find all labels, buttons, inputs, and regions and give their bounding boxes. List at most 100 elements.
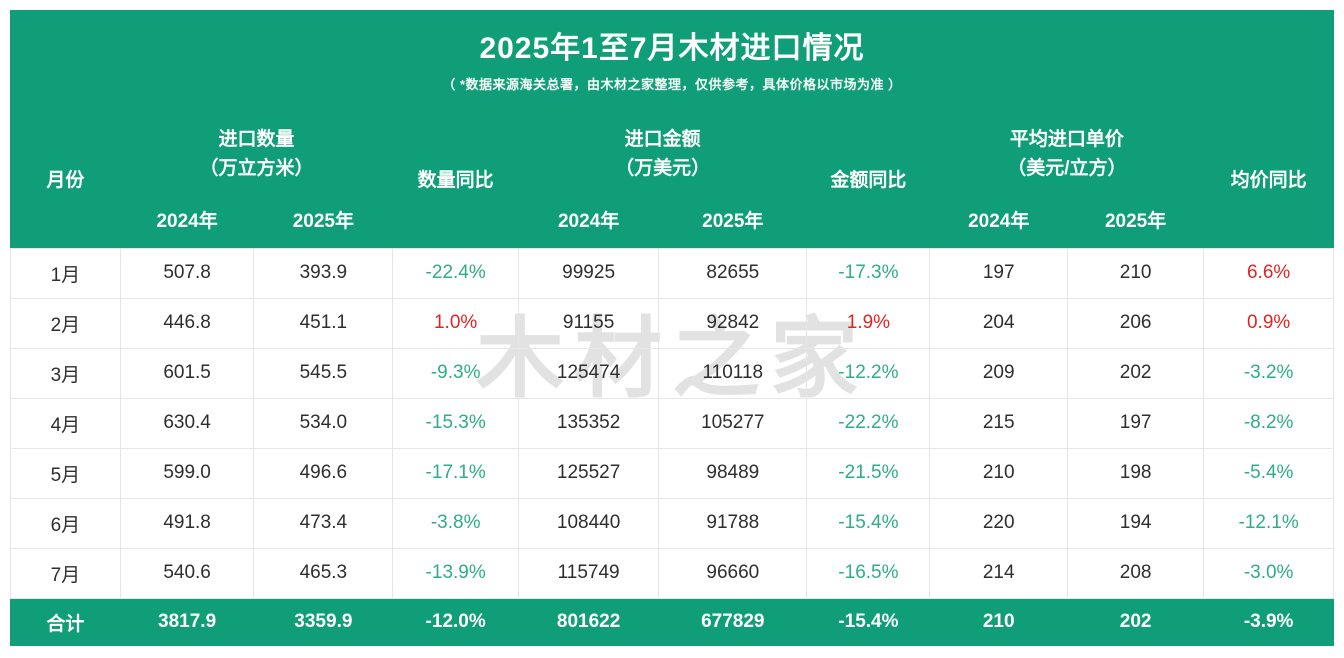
value-cell: 197 bbox=[1066, 397, 1205, 449]
value-cell: -13.9% bbox=[392, 547, 519, 599]
value-cell: 206 bbox=[1066, 297, 1205, 349]
table-footer: 合计 3817.9 3359.9 -12.0% 801622 677829 -15.4% 21… bbox=[10, 598, 1334, 646]
table-row: 2月 446.8 451.1 1.0% 91155 92842 1.9% 204 206 0.9% bbox=[10, 297, 1334, 349]
value-cell: 214 bbox=[929, 547, 1068, 599]
value-cell: 202 bbox=[1066, 347, 1205, 399]
value-cell: 540.6 bbox=[119, 547, 255, 599]
year-header-quantity-2024: 2024年 bbox=[156, 211, 218, 232]
value-cell: -22.2% bbox=[806, 397, 931, 449]
table-row: 5月 599.0 496.6 -17.1% 125527 98489 -21.5% 210 19… bbox=[10, 447, 1334, 499]
quantity-group-label: 进口数量 bbox=[218, 129, 295, 150]
amount-group-unit: （万美元） bbox=[615, 158, 711, 179]
group-header-row: 月份 进口数量 （万立方米） 数量同比 进口金额 （万美元） 金额同比 平均进口… bbox=[11, 110, 1334, 198]
table-row: 1月 507.8 393.9 -22.4% 99925 82655 -17.3% 197 210… bbox=[10, 247, 1334, 299]
value-cell: -21.5% bbox=[806, 447, 931, 499]
total-row: 合计 3817.9 3359.9 -12.0% 801622 677829 -15.4% 21… bbox=[10, 598, 1334, 646]
value-cell: 451.1 bbox=[253, 297, 394, 349]
value-cell: -15.4% bbox=[806, 598, 930, 646]
value-cell: 125527 bbox=[517, 447, 660, 499]
page-subtitle: （ *数据来源海关总署，由木材之家整理，仅供参考，具体价格以市场为准 ） bbox=[442, 77, 902, 92]
value-cell: -16.5% bbox=[806, 547, 931, 599]
month-cell: 2月 bbox=[10, 297, 121, 349]
month-cell: 7月 bbox=[10, 547, 121, 599]
value-cell: 491.8 bbox=[119, 497, 255, 549]
value-cell: 197 bbox=[929, 247, 1068, 299]
value-cell: 1.0% bbox=[392, 297, 519, 349]
value-cell: 125474 bbox=[517, 347, 660, 399]
value-cell: 91788 bbox=[658, 497, 808, 549]
value-cell: -3.2% bbox=[1203, 347, 1334, 399]
col-header-price-group: 平均进口单价 （美元/立方） bbox=[930, 110, 1204, 198]
month-cell: 5月 bbox=[10, 447, 121, 499]
value-cell: 545.5 bbox=[253, 347, 394, 399]
month-cell: 4月 bbox=[10, 397, 121, 449]
value-cell: 0.9% bbox=[1203, 297, 1334, 349]
year-header-quantity-2025: 2025年 bbox=[292, 211, 354, 232]
value-cell: 135352 bbox=[517, 397, 660, 449]
value-cell: 473.4 bbox=[253, 497, 394, 549]
report-card: 2025年1至7月木材进口情况 （ *数据来源海关总署，由木材之家整理，仅供参考… bbox=[10, 10, 1334, 646]
value-cell: -5.4% bbox=[1203, 447, 1334, 499]
value-cell: 92842 bbox=[658, 297, 808, 349]
col-header-price-yoy: 均价同比 bbox=[1230, 170, 1307, 192]
table-zone: 木材之家 月份 进口数量 （万立方米） 数量同比 进口金额 bbox=[10, 110, 1334, 646]
table-row: 7月 540.6 465.3 -13.9% 115749 96660 -16.5% 214 20… bbox=[10, 547, 1334, 599]
price-group-unit: （美元/立方） bbox=[1007, 158, 1127, 179]
table-row: 3月 601.5 545.5 -9.3% 125474 110118 -12.2% 209 20… bbox=[10, 347, 1334, 399]
value-cell: 82655 bbox=[658, 247, 808, 299]
quantity-group-unit: （万立方米） bbox=[199, 158, 314, 179]
value-cell: 601.5 bbox=[119, 347, 255, 399]
month-cell: 6月 bbox=[10, 497, 121, 549]
value-cell: 801622 bbox=[518, 598, 659, 646]
value-cell: -3.9% bbox=[1203, 598, 1334, 646]
col-header-quantity-group: 进口数量 （万立方米） bbox=[120, 110, 393, 198]
value-cell: 96660 bbox=[658, 547, 808, 599]
value-cell: 465.3 bbox=[253, 547, 394, 599]
value-cell: 534.0 bbox=[253, 397, 394, 449]
value-cell: 198 bbox=[1066, 447, 1205, 499]
value-cell: 3817.9 bbox=[120, 598, 254, 646]
value-cell: 110118 bbox=[658, 347, 808, 399]
year-header-price-2024: 2024年 bbox=[968, 211, 1030, 232]
price-group-label: 平均进口单价 bbox=[1009, 129, 1124, 150]
value-cell: 209 bbox=[929, 347, 1068, 399]
value-cell: -12.0% bbox=[392, 598, 519, 646]
year-header-amount-2025: 2025年 bbox=[702, 211, 764, 232]
value-cell: -12.2% bbox=[806, 347, 931, 399]
value-cell: 6.6% bbox=[1203, 247, 1334, 299]
value-cell: 220 bbox=[929, 497, 1068, 549]
year-header-price-2025: 2025年 bbox=[1104, 211, 1167, 232]
value-cell: 446.8 bbox=[119, 297, 255, 349]
month-cell: 3月 bbox=[10, 347, 121, 399]
import-data-table: 月份 进口数量 （万立方米） 数量同比 进口金额 （万美元） 金额同比 平均进口… bbox=[10, 110, 1334, 646]
value-cell: -12.1% bbox=[1203, 497, 1334, 549]
value-cell: 393.9 bbox=[253, 247, 394, 299]
value-cell: -15.4% bbox=[806, 497, 931, 549]
value-cell: -8.2% bbox=[1203, 397, 1334, 449]
value-cell: 210 bbox=[1066, 247, 1205, 299]
value-cell: -17.3% bbox=[806, 247, 931, 299]
value-cell: 98489 bbox=[658, 447, 808, 499]
col-header-month: 月份 bbox=[46, 170, 85, 192]
value-cell: 215 bbox=[929, 397, 1068, 449]
table-body: 1月 507.8 393.9 -22.4% 99925 82655 -17.3% 197 210… bbox=[10, 247, 1334, 599]
value-cell: 204 bbox=[929, 297, 1068, 349]
col-header-amount-yoy: 金额同比 bbox=[830, 170, 907, 192]
value-cell: -3.0% bbox=[1203, 547, 1334, 599]
col-header-quantity-yoy: 数量同比 bbox=[417, 170, 494, 192]
total-label-cell: 合计 bbox=[10, 598, 121, 646]
table-row: 6月 491.8 473.4 -3.8% 108440 91788 -15.4% 220 194… bbox=[10, 497, 1334, 549]
value-cell: -22.4% bbox=[392, 247, 519, 299]
table-row: 4月 630.4 534.0 -15.3% 135352 105277 -22.2% 215 1… bbox=[10, 397, 1334, 449]
value-cell: 599.0 bbox=[119, 447, 255, 499]
title-block: 2025年1至7月木材进口情况 （ *数据来源海关总署，由木材之家整理，仅供参考… bbox=[10, 10, 1334, 110]
value-cell: 115749 bbox=[517, 547, 660, 599]
value-cell: 91155 bbox=[517, 297, 660, 349]
amount-group-label: 进口金额 bbox=[624, 129, 701, 150]
value-cell: 507.8 bbox=[119, 247, 255, 299]
value-cell: 1.9% bbox=[806, 297, 931, 349]
value-cell: 3359.9 bbox=[253, 598, 393, 646]
value-cell: 630.4 bbox=[119, 397, 255, 449]
page-title: 2025年1至7月木材进口情况 bbox=[479, 32, 865, 65]
value-cell: 210 bbox=[929, 447, 1068, 499]
